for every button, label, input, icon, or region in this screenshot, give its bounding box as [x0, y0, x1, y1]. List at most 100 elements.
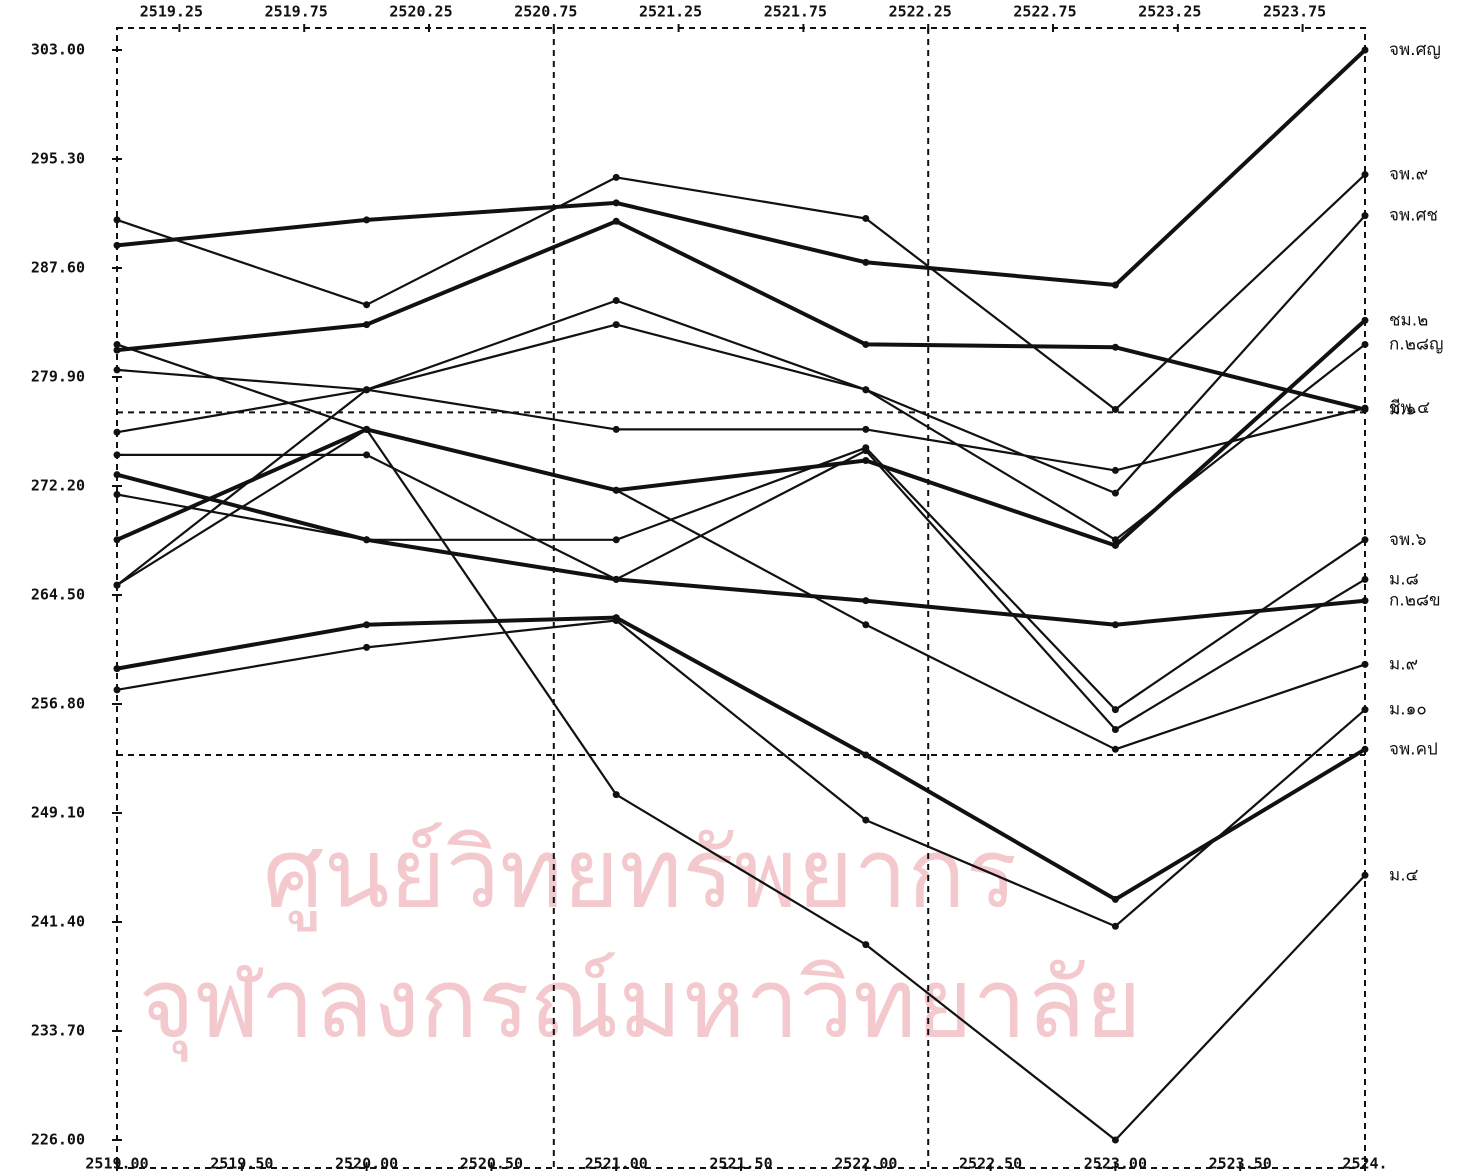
data-point — [613, 487, 620, 494]
data-point — [114, 686, 121, 693]
data-point — [1362, 536, 1369, 543]
data-point — [862, 341, 869, 348]
data-point — [1362, 706, 1369, 713]
data-point — [862, 215, 869, 222]
data-point — [114, 491, 121, 498]
data-point — [862, 941, 869, 948]
series-line — [117, 50, 1365, 285]
series-label: จพ.คป — [1389, 739, 1438, 759]
data-point — [1362, 661, 1369, 668]
data-point — [114, 366, 121, 373]
data-point — [114, 242, 121, 249]
data-point — [114, 536, 121, 543]
data-point — [613, 297, 620, 304]
series-label: ม.๘ — [1389, 569, 1419, 589]
data-point — [1362, 47, 1369, 54]
watermark-text: จุฬาลงกรณ์มหาวิทยาลัย — [138, 947, 1141, 1062]
data-point — [363, 536, 370, 543]
data-point — [1112, 726, 1119, 733]
data-point — [363, 644, 370, 651]
data-point — [363, 426, 370, 433]
series-line — [117, 320, 1365, 545]
y-tick-label: 264.50 — [31, 586, 85, 604]
data-point — [613, 576, 620, 583]
data-point — [862, 621, 869, 628]
series-label: ชม.๒ — [1389, 310, 1428, 330]
data-point — [1362, 872, 1369, 879]
data-point — [862, 597, 869, 604]
data-point — [1362, 341, 1369, 348]
data-point — [1362, 597, 1369, 604]
data-point — [613, 199, 620, 206]
series-label: ม.๔ — [1389, 865, 1419, 885]
page: ศูนย์วิทยทรัพยากรจุฬาลงกรณ์มหาวิทยาลัย 2… — [0, 0, 1484, 1176]
data-point — [114, 471, 121, 478]
data-point — [1362, 171, 1369, 178]
series-label: ม.๑ — [1389, 400, 1416, 420]
x2-tick-label: 2522.25 — [889, 3, 952, 21]
data-point — [613, 536, 620, 543]
x2-tick-label: 2519.75 — [265, 3, 328, 21]
data-point — [613, 218, 620, 225]
x2-tick-label: 2523.75 — [1263, 3, 1326, 21]
data-point — [862, 386, 869, 393]
data-point — [1112, 746, 1119, 753]
data-point — [363, 386, 370, 393]
data-point — [114, 216, 121, 223]
data-point — [1112, 1137, 1119, 1144]
data-point — [1112, 406, 1119, 413]
data-point — [1362, 317, 1369, 324]
y-tick-label: 303.00 — [31, 41, 85, 59]
watermark-text: ศูนย์วิทยทรัพยากร — [263, 817, 1017, 931]
y-tick-label: 279.90 — [31, 368, 85, 386]
series-line — [117, 301, 1365, 585]
data-point — [862, 817, 869, 824]
y-tick-label: 226.00 — [31, 1131, 85, 1149]
x2-tick-label: 2522.75 — [1013, 3, 1076, 21]
data-point — [114, 451, 121, 458]
data-point — [363, 451, 370, 458]
data-point — [613, 791, 620, 798]
data-point — [114, 341, 121, 348]
data-point — [363, 621, 370, 628]
data-point — [613, 426, 620, 433]
series-label: จพ.๙ — [1389, 165, 1428, 185]
y-tick-label: 249.10 — [31, 804, 85, 822]
data-point — [114, 582, 121, 589]
x2-tick-label: 2520.75 — [514, 3, 577, 21]
x2-tick-label: 2519.25 — [140, 3, 203, 21]
x2-tick-label: 2521.25 — [639, 3, 702, 21]
data-point — [613, 174, 620, 181]
x2-tick-label: 2523.25 — [1138, 3, 1201, 21]
data-point — [862, 426, 869, 433]
series-line — [117, 475, 1365, 625]
y-tick-label: 241.40 — [31, 913, 85, 931]
data-point — [1362, 212, 1369, 219]
data-point — [114, 665, 121, 672]
data-point — [363, 216, 370, 223]
data-point — [1112, 896, 1119, 903]
data-point — [862, 447, 869, 454]
data-point — [862, 259, 869, 266]
y-tick-label: 233.70 — [31, 1022, 85, 1040]
x2-tick-label: 2520.25 — [389, 3, 452, 21]
data-point — [1112, 923, 1119, 930]
data-point — [363, 301, 370, 308]
data-point — [1362, 406, 1369, 413]
series-label: ก.๒๘ข — [1389, 591, 1441, 611]
data-point — [1112, 536, 1119, 543]
series-line — [117, 175, 1365, 410]
data-point — [1362, 746, 1369, 753]
data-point — [613, 321, 620, 328]
series-label: จพ.ศญ — [1389, 40, 1441, 60]
data-point — [1112, 281, 1119, 288]
data-point — [1112, 344, 1119, 351]
data-point — [1112, 490, 1119, 497]
data-point — [1112, 621, 1119, 628]
series-line — [117, 216, 1365, 494]
y-tick-label: 295.30 — [31, 150, 85, 168]
y-tick-label: 287.60 — [31, 259, 85, 277]
series-label: จพ.๖ — [1389, 530, 1426, 550]
data-point — [114, 429, 121, 436]
